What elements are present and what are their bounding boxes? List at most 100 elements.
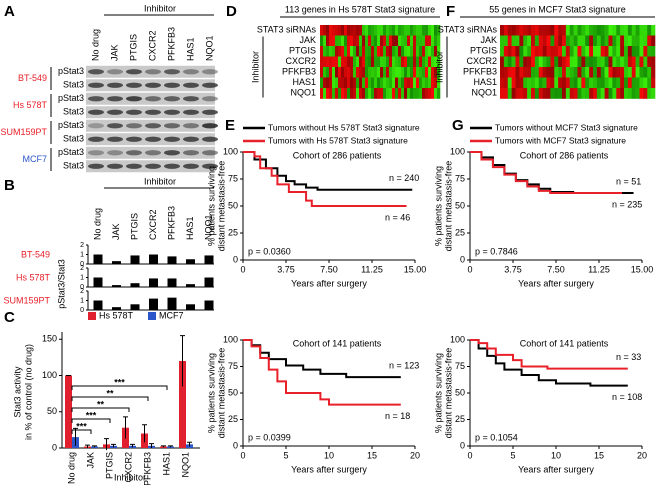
heatmap-cell (593, 67, 598, 78)
heatmap-cell (565, 88, 571, 99)
p-value: p = 0.0399 (248, 432, 291, 442)
heatmap-cell (380, 88, 384, 99)
heatmap-cell (365, 77, 369, 89)
heatmap-cell (569, 56, 574, 68)
heatmap-cell (428, 25, 432, 36)
heatmap-cell (612, 77, 617, 89)
cell-line: MCF7 (23, 154, 48, 164)
heatmap-cell (523, 88, 528, 99)
significance-bracket (71, 418, 111, 423)
heatmap-cell (425, 25, 429, 36)
heatmap-cell (404, 88, 408, 99)
heatmap-cell (647, 67, 652, 78)
heatmap-cell (398, 67, 402, 78)
heatmap-cell (341, 25, 345, 36)
significance-label: *** (76, 421, 87, 431)
heatmap-cell (546, 35, 551, 47)
heatmap-cell (392, 25, 396, 36)
x-tick-label: 5 (283, 450, 288, 460)
row-label: pStat3 (58, 66, 84, 76)
heatmap-cell (422, 56, 426, 68)
heatmap-cell (612, 35, 617, 47)
legend-label: MCF7 (159, 310, 184, 320)
heatmap-cell (320, 77, 324, 89)
heatmap-cell (323, 46, 327, 57)
heatmap-cell (323, 25, 327, 36)
heatmap-cell (593, 56, 598, 68)
heatmap-cell (503, 56, 509, 68)
heatmap-cell (356, 77, 360, 89)
heatmap-cell (639, 35, 644, 47)
heatmap-cell (550, 88, 555, 99)
heatmap-cell (612, 88, 617, 99)
bar (167, 278, 177, 287)
heatmap-cell (627, 35, 633, 47)
heatmap-cell (600, 67, 605, 78)
heatmap-cell (425, 56, 429, 68)
heatmap-cell (365, 88, 369, 99)
heatmap-cell (604, 56, 609, 68)
x-tick-label: NQO1 (180, 452, 190, 478)
column-label: HAS1 (185, 216, 195, 240)
band (202, 96, 218, 102)
heatmap-cell (383, 67, 387, 78)
heatmap-cell (365, 56, 369, 68)
heatmap-cell (335, 56, 339, 68)
heatmap-cell (392, 67, 396, 78)
heatmap-cell (542, 35, 547, 47)
heatmap-cell (386, 88, 390, 99)
heatmap-cell (389, 35, 393, 47)
heatmap-cell (573, 25, 578, 36)
heatmap-cell (404, 56, 408, 68)
axis-label: % patients surviving (433, 353, 443, 433)
bar (130, 255, 140, 264)
heatmap-cell (612, 67, 617, 78)
heatmap-cell (353, 56, 357, 68)
significance-label: ** (106, 388, 114, 398)
heatmap-cell (380, 35, 384, 47)
heatmap-cell (573, 56, 578, 68)
heatmap-cell (631, 46, 636, 57)
band (107, 136, 123, 142)
survival-curve (243, 339, 401, 406)
row-label: CXCR2 (466, 56, 497, 66)
heatmap-cell (624, 67, 629, 78)
heatmap-cell (347, 56, 351, 68)
heatmap-cell (635, 56, 640, 68)
heatmap-cell (398, 46, 402, 57)
x-tick-label: 0 (240, 264, 245, 274)
heatmap-cell (356, 67, 360, 78)
band (183, 82, 199, 88)
heatmap-cell (534, 46, 540, 57)
heatmap-cell (431, 88, 435, 99)
heatmap-cell (538, 67, 543, 78)
bar (149, 298, 158, 310)
heatmap-cell (589, 56, 594, 68)
heatmap-cell (389, 67, 393, 78)
heatmap-cell (511, 25, 516, 36)
heatmap-cell (554, 67, 559, 78)
heatmap-cell (581, 67, 586, 78)
heatmap-cell (507, 46, 512, 57)
header: Inhibitor (144, 176, 176, 186)
y-tick-label: 0 (52, 442, 57, 452)
heatmap-cell (511, 46, 516, 57)
row-label: PTGIS (289, 46, 316, 56)
band (126, 123, 142, 129)
heatmap-cell (332, 35, 336, 47)
heatmap-cell (434, 56, 438, 68)
heatmap-cell (534, 35, 540, 47)
axis-label: Inhibitor (114, 472, 146, 482)
heatmap-cell (616, 67, 621, 78)
heatmap-cell (374, 35, 378, 47)
heatmap-cell (401, 25, 405, 36)
band (107, 109, 123, 115)
heatmap-cell (604, 46, 609, 57)
heatmap-cell (419, 25, 423, 36)
heatmap-cell (616, 56, 621, 68)
heatmap-cell (320, 46, 324, 57)
heatmap-cell (437, 46, 441, 57)
heatmap-cell (558, 56, 563, 68)
heatmap-cell (353, 46, 357, 57)
heatmap-cell (338, 35, 342, 47)
